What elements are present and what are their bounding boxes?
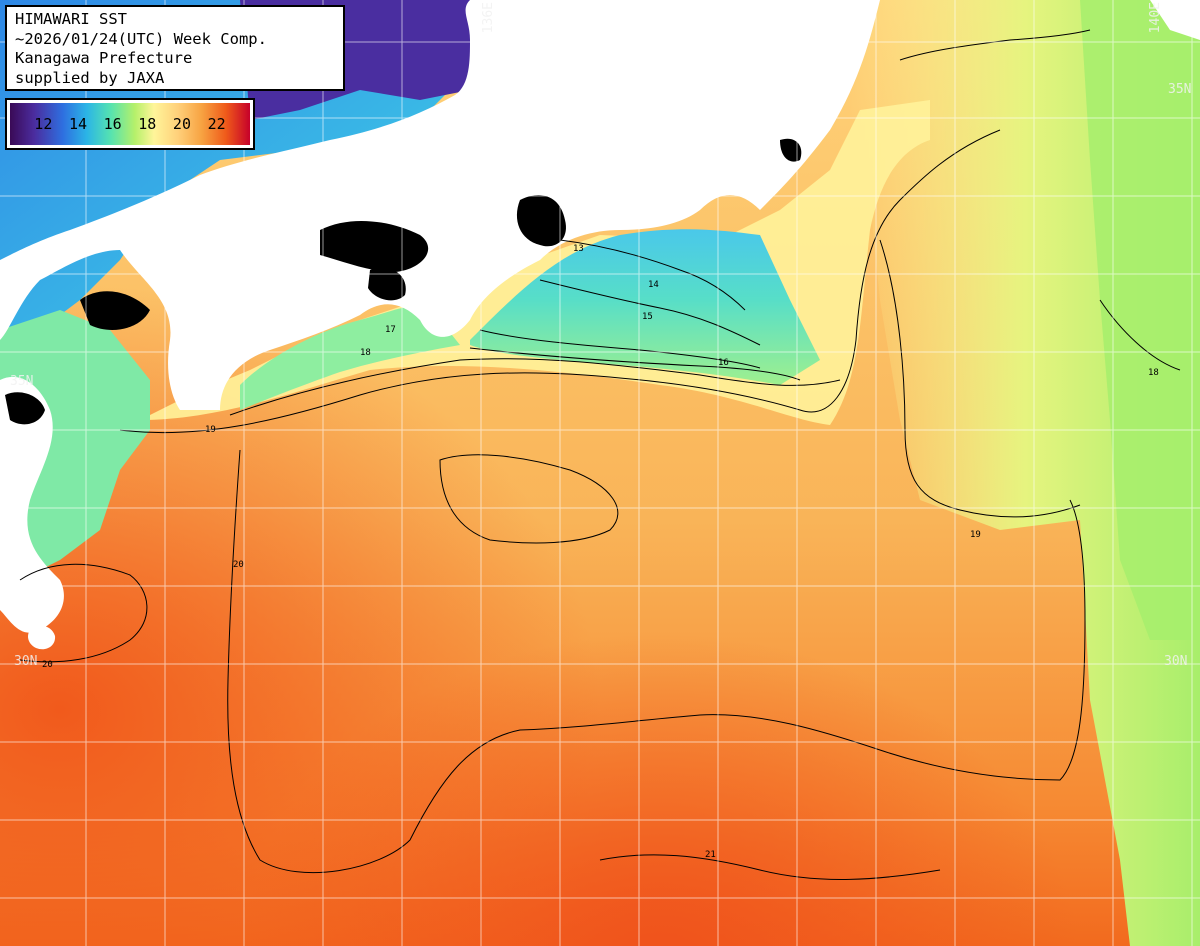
title-line-organization: Kanagawa Prefecture [15, 49, 193, 67]
color-scale-bar: 12 14 16 18 20 22 [10, 103, 250, 145]
contour-19-eddy [439, 454, 619, 544]
contour-20-west [19, 563, 148, 663]
contour-16 [479, 329, 761, 369]
ocean-east-green [1080, 0, 1200, 640]
contour-label-16: 16 [718, 358, 729, 368]
legend-tick-16: 16 [103, 115, 122, 133]
contour-lines [19, 29, 1181, 880]
grid-label-140e: 140E [1148, 2, 1163, 34]
contour-18 [229, 358, 841, 416]
contour-label-20-west: 20 [42, 660, 53, 670]
grid-label-136e: 136E [481, 2, 496, 34]
contour-label-15: 15 [642, 312, 653, 322]
land-island-tanegashima [28, 625, 56, 650]
contour-17-north [899, 29, 1091, 61]
contour-label-21: 21 [705, 850, 716, 860]
contour-19-east [879, 239, 1081, 518]
cloud-mask-1 [516, 195, 566, 247]
grid-label-30n-left: 30N [14, 654, 38, 669]
grid-label-30n-right: 30N [1164, 654, 1188, 669]
contour-21 [599, 854, 941, 880]
grid-label-35n-right: 35N [1168, 82, 1192, 97]
legend-tick-22: 22 [207, 115, 226, 133]
title-line-credit: supplied by JAXA [15, 68, 165, 87]
map-title-box: HIMAWARI SST ~2026/01/24(UTC) Week Comp.… [5, 5, 345, 91]
ocean-coast-green [240, 306, 460, 410]
contour-19 [119, 129, 1001, 434]
ocean-bay-cool [470, 229, 820, 385]
contour-label-13: 13 [573, 244, 584, 254]
ocean-kyushu-green [0, 310, 150, 580]
land-kyushu [0, 376, 64, 633]
contour-15 [539, 279, 761, 346]
legend-tick-14: 14 [68, 115, 88, 133]
contour-14 [559, 239, 746, 311]
legend-tick-12: 12 [34, 115, 53, 133]
contour-18-east [1099, 299, 1181, 371]
land-honshu-shikoku [0, 0, 880, 410]
cloud-mask-3 [80, 291, 150, 330]
contour-label-17: 17 [385, 325, 396, 335]
cloud-mask-6 [780, 138, 802, 162]
land-northeast [1150, 0, 1200, 40]
legend-tick-18: 18 [138, 115, 157, 133]
contour-label-18-east: 18 [1148, 368, 1159, 378]
contour-label-18: 18 [360, 348, 371, 358]
contour-label-19: 19 [205, 425, 216, 435]
cloud-mask-4 [368, 267, 406, 301]
contour-20 [227, 449, 1086, 874]
contour-label-19-east: 19 [970, 530, 981, 540]
cloud-mask-2 [320, 220, 429, 272]
legend-tick-20: 20 [172, 115, 191, 133]
title-line-product: HIMAWARI SST [15, 10, 127, 28]
title-line-date: ~2026/01/24(UTC) Week Comp. [15, 29, 267, 48]
color-scale-legend: 12 14 16 18 20 22 [5, 98, 255, 150]
contour-17 [469, 347, 801, 381]
grid-label-35n-left: 35N [10, 374, 34, 389]
contour-label-20: 20 [233, 560, 244, 570]
cloud-mask-5 [5, 392, 45, 425]
contour-label-14: 14 [648, 280, 659, 290]
